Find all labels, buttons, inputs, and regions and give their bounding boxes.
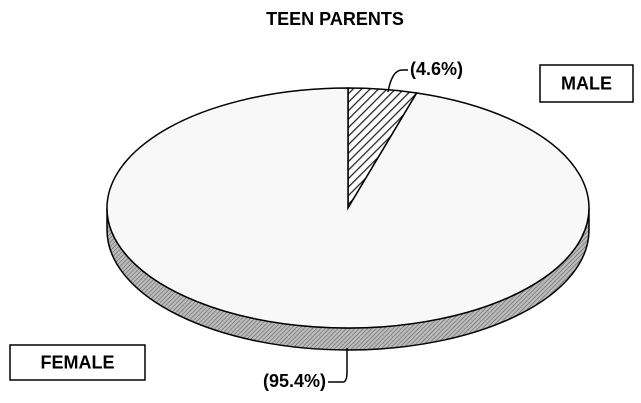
value-label: (4.6%) (410, 59, 463, 79)
legend-box (9, 344, 146, 381)
leader-line (328, 348, 348, 383)
legend-label: FEMALE (41, 352, 115, 372)
legend-box (539, 64, 634, 103)
leader-line (387, 69, 408, 93)
pie-slice (106, 87, 590, 329)
pie (106, 87, 590, 351)
legend-label: MALE (561, 73, 612, 93)
value-label: (95.4%) (263, 371, 326, 391)
chart-title: TEEN PARENTS (266, 9, 404, 29)
